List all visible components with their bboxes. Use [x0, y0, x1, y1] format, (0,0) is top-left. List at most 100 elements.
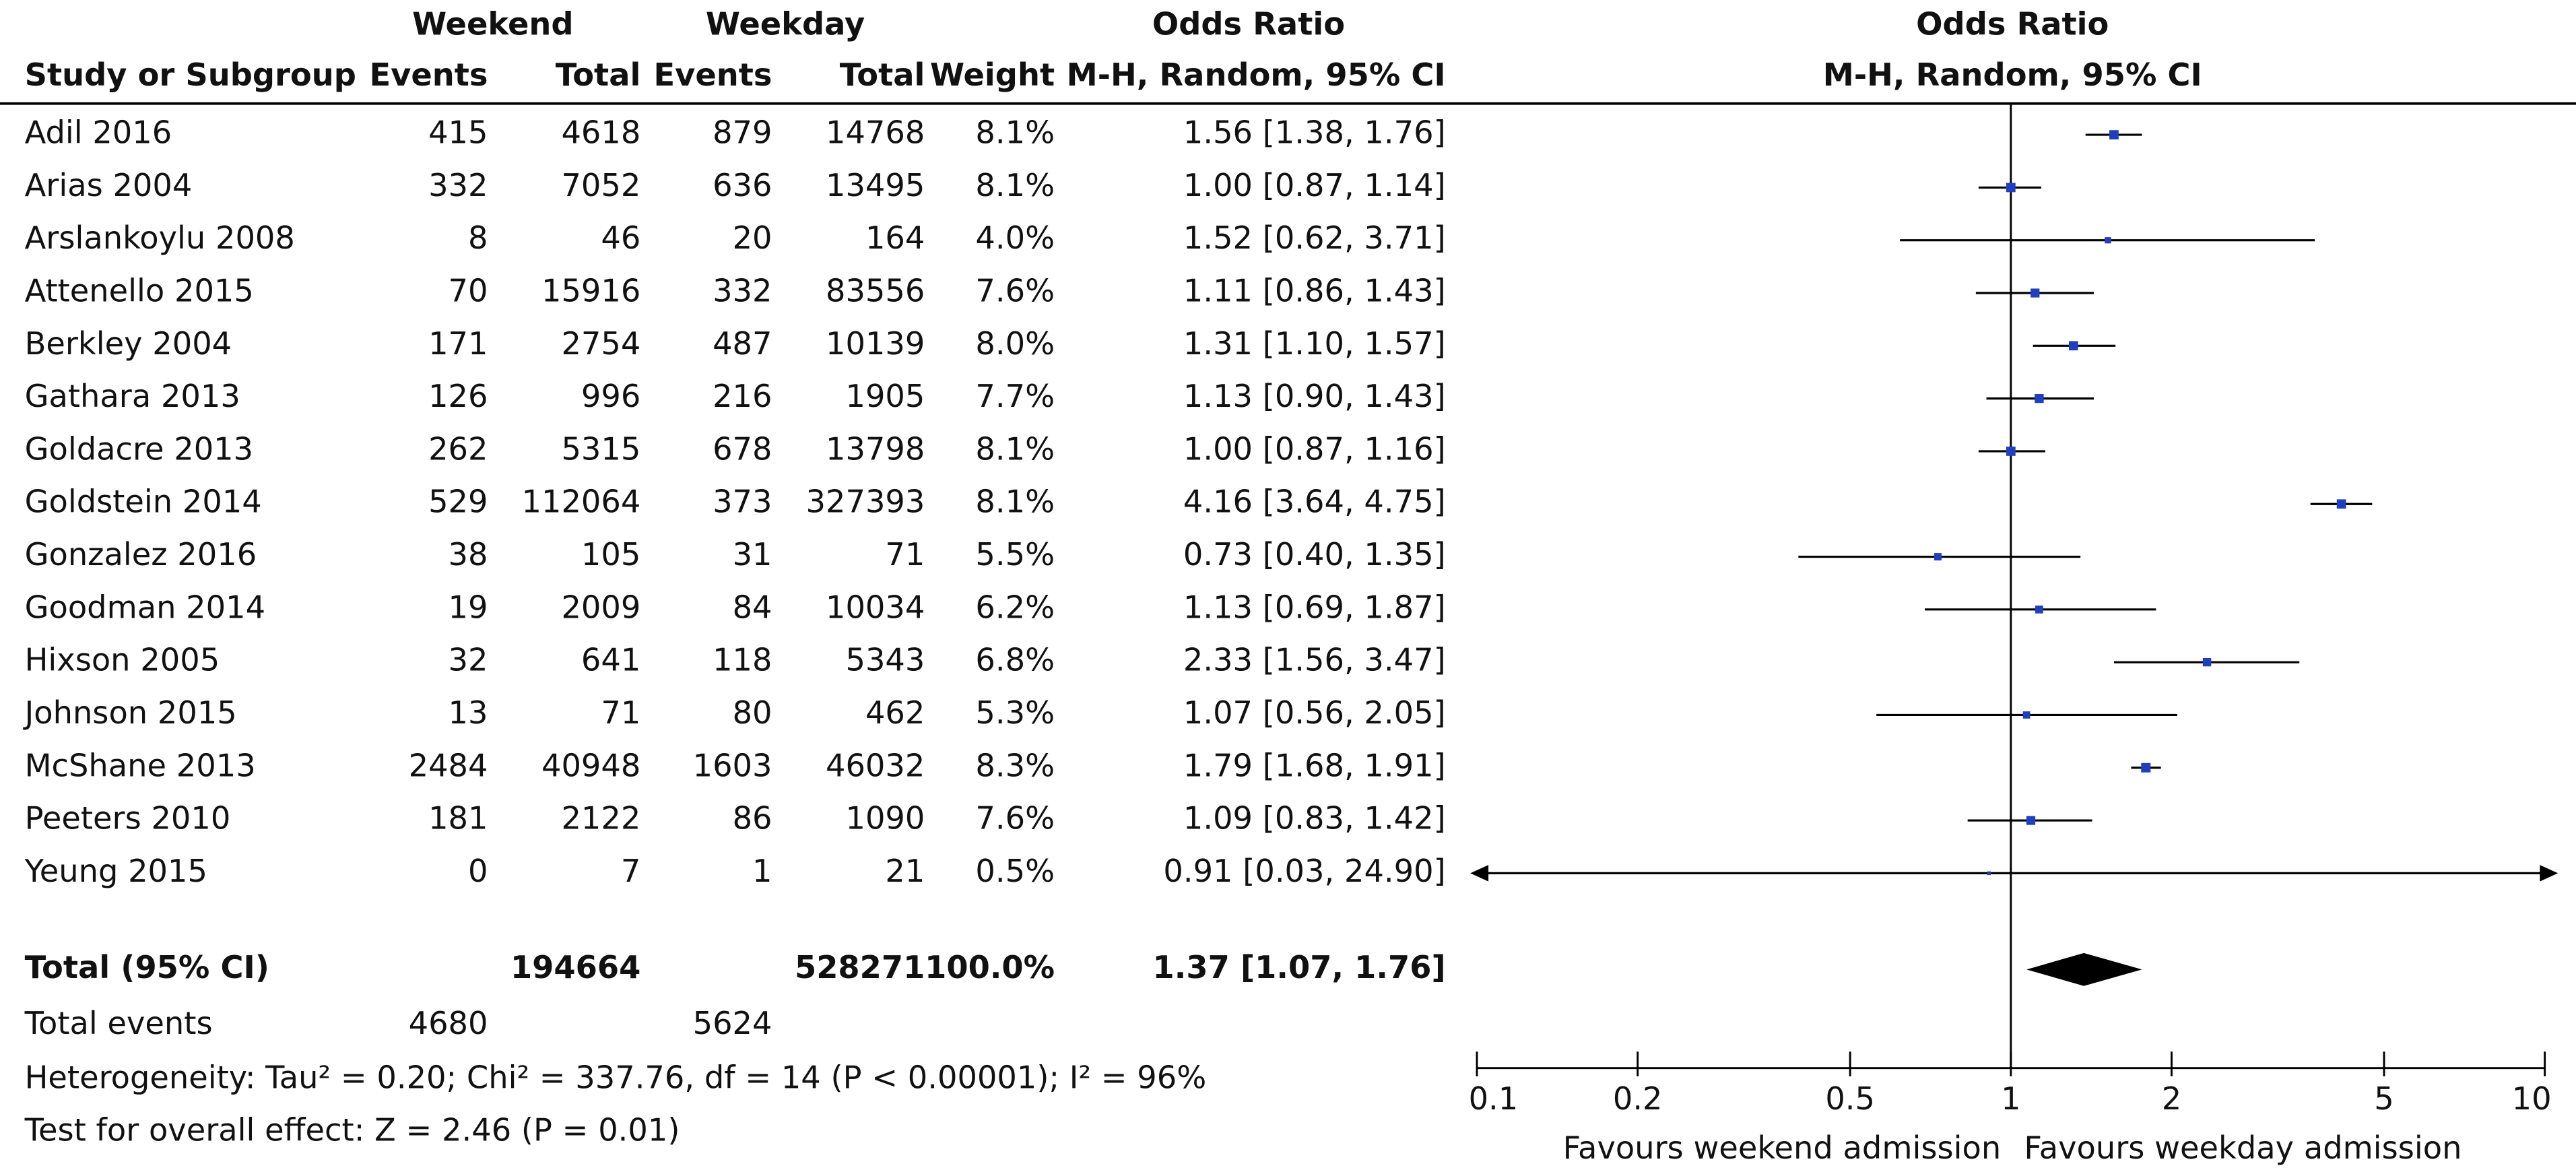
weekend-total: 641: [581, 642, 640, 678]
weekday-total: 13495: [826, 167, 925, 203]
x-tick-label: 5: [2374, 1080, 2393, 1117]
weekday-total: 462: [865, 694, 925, 731]
study-marker: [2336, 499, 2346, 509]
study-name: Goldacre 2013: [25, 430, 254, 467]
study-marker: [2202, 657, 2212, 667]
weekend-total: 5315: [561, 430, 640, 467]
study-name: Gathara 2013: [25, 378, 240, 414]
odds-ratio-ci: 1.13 [0.90, 1.43]: [1183, 378, 1446, 414]
study-marker: [2109, 130, 2119, 139]
weekend-total: 71: [601, 694, 640, 731]
total-name: Total (95% CI): [25, 949, 269, 985]
weekend-total: 105: [581, 536, 640, 573]
weekend-events: 0: [468, 853, 488, 889]
column-header: M-H, Random, 95% CI: [1067, 57, 1446, 93]
weight: 5.3%: [975, 694, 1055, 731]
weekday-total: 164: [865, 220, 925, 256]
study-name: Hixson 2005: [25, 642, 220, 678]
weekend-total: 7052: [561, 167, 640, 203]
odds-ratio-ci: 1.31 [1.10, 1.57]: [1183, 325, 1446, 362]
weekend-events: 126: [428, 378, 488, 414]
weight: 8.3%: [975, 747, 1055, 783]
study-marker: [2006, 447, 2016, 456]
weight: 8.0%: [975, 325, 1055, 362]
odds-ratio-ci: 1.79 [1.68, 1.91]: [1183, 747, 1446, 783]
study-name: Goodman 2014: [25, 589, 266, 625]
total-events-label: Total events: [24, 1005, 213, 1041]
weekday-events: 373: [713, 484, 772, 520]
total-weekday: 528271: [795, 949, 925, 985]
total-events-weekday: 5624: [693, 1005, 772, 1041]
odds-ratio-ci: 0.91 [0.03, 24.90]: [1163, 853, 1445, 889]
x-tick-label: 10: [2512, 1080, 2552, 1117]
weekday-events: 1: [752, 853, 772, 889]
study-name: McShane 2013: [25, 747, 256, 783]
study-marker: [2030, 288, 2040, 298]
weekend-events: 8: [468, 220, 488, 256]
summary-diamond: [2026, 952, 2142, 986]
x-tick-label: 1: [2001, 1080, 2020, 1117]
favours-label: Favours weekday admission: [2024, 1130, 2462, 1166]
weekday-events: 216: [713, 378, 772, 414]
study-name: Goldstein 2014: [25, 484, 262, 520]
group-header: Weekend: [412, 6, 573, 42]
study-name: Yeung 2015: [24, 853, 207, 889]
weekday-total: 5343: [845, 642, 925, 678]
study-name: Arias 2004: [25, 167, 193, 203]
weekend-total: 2009: [561, 589, 640, 625]
weekend-total: 46: [601, 220, 640, 256]
weight: 7.6%: [975, 273, 1055, 309]
weight: 5.5%: [975, 536, 1055, 573]
weekend-total: 7: [621, 853, 640, 889]
weekday-events: 636: [713, 167, 772, 203]
weekday-total: 21: [885, 853, 925, 889]
weekend-total: 4618: [561, 115, 640, 151]
total-weekend: 194664: [510, 949, 640, 985]
weekend-events: 181: [428, 800, 488, 837]
study-marker: [2068, 341, 2078, 351]
x-tick-label: 2: [2162, 1080, 2181, 1117]
ci-arrow: [1470, 865, 1489, 882]
x-tick-label: 0.5: [1825, 1080, 1875, 1117]
odds-ratio-ci: 2.33 [1.56, 3.47]: [1183, 642, 1446, 678]
column-header: Events: [370, 57, 488, 93]
weekday-events: 879: [713, 115, 772, 151]
weight: 6.8%: [975, 642, 1055, 678]
x-tick-label: 0.1: [1469, 1080, 1519, 1117]
weekday-total: 1905: [845, 378, 925, 414]
group-header: Weekday: [706, 6, 865, 42]
weekend-events: 2484: [409, 747, 488, 783]
weekday-total: 83556: [826, 273, 925, 309]
study-name: Adil 2016: [25, 115, 172, 151]
odds-ratio-ci: 1.52 [0.62, 3.71]: [1183, 220, 1446, 256]
weight: 8.1%: [975, 167, 1055, 203]
weekend-events: 529: [428, 484, 488, 520]
heterogeneity: Heterogeneity: Tau² = 0.20; Chi² = 337.7…: [25, 1059, 1207, 1095]
odds-ratio-ci: 1.00 [0.87, 1.14]: [1183, 167, 1446, 203]
weekday-total: 1090: [845, 800, 925, 837]
weekday-events: 332: [713, 273, 772, 309]
weekday-total: 46032: [826, 747, 925, 783]
weekday-events: 84: [733, 589, 772, 625]
study-marker: [2026, 816, 2036, 825]
column-header: M-H, Random, 95% CI: [1823, 57, 2202, 93]
odds-ratio-ci: 1.09 [0.83, 1.42]: [1183, 800, 1446, 837]
weekend-events: 70: [449, 273, 488, 309]
odds-ratio-ci: 0.73 [0.40, 1.35]: [1183, 536, 1446, 573]
study-name: Peeters 2010: [25, 800, 231, 837]
weekend-events: 32: [449, 642, 488, 678]
study-marker: [2006, 183, 2016, 193]
weekday-total: 327393: [806, 484, 925, 520]
weekend-total: 112064: [522, 484, 641, 520]
weekend-events: 38: [449, 536, 488, 573]
odds-ratio-ci: 1.07 [0.56, 2.05]: [1183, 694, 1446, 731]
group-header: Odds Ratio: [1916, 6, 2109, 42]
ci-arrow: [2540, 865, 2558, 882]
study-name: Attenello 2015: [25, 273, 254, 309]
weight: 8.1%: [975, 430, 1055, 467]
weekday-total: 10139: [826, 325, 925, 362]
weekend-total: 15916: [541, 273, 640, 309]
weekday-events: 678: [713, 430, 772, 467]
